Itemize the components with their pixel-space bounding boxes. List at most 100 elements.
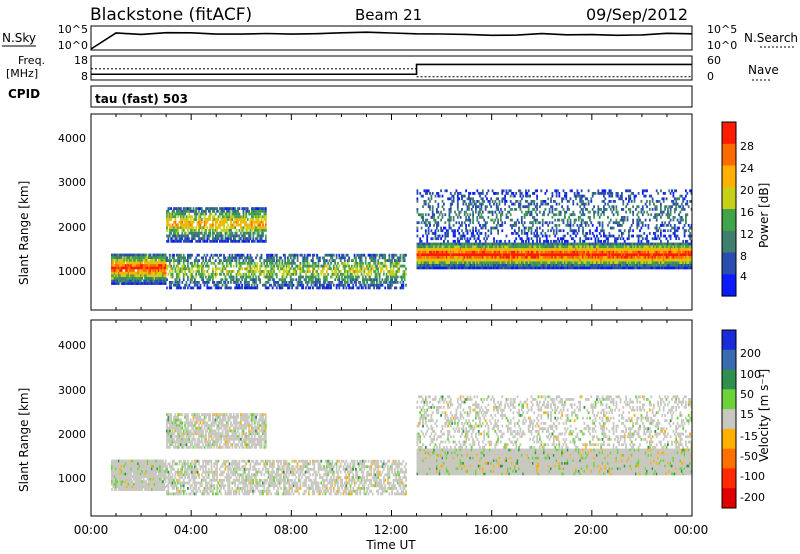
power-cell <box>497 258 499 262</box>
power-cell <box>175 278 178 282</box>
power-cell <box>465 261 467 264</box>
power-cell <box>203 223 206 227</box>
power-cell <box>580 247 583 251</box>
power-cell <box>189 275 192 279</box>
power-cell <box>487 242 490 246</box>
power-cell <box>224 259 227 262</box>
power-cell <box>381 264 384 268</box>
power-cell <box>166 259 168 262</box>
power-cell <box>552 242 555 246</box>
power-cell <box>144 256 146 259</box>
power-cell <box>452 258 455 262</box>
power-cell <box>310 275 313 279</box>
power-cell <box>306 256 309 260</box>
power-cell <box>626 253 629 256</box>
power-cell <box>644 250 647 254</box>
power-cell <box>669 245 672 249</box>
power-cell <box>175 272 178 276</box>
power-cell <box>678 263 680 267</box>
power-cell <box>157 264 160 267</box>
power-cell <box>275 286 278 290</box>
power-cell <box>515 232 518 235</box>
power-cell <box>235 275 238 279</box>
power-cell <box>262 270 264 273</box>
power-cell <box>657 245 659 249</box>
power-cell <box>373 278 375 282</box>
power-cell <box>640 245 643 249</box>
power-cell <box>672 242 675 246</box>
power-cell <box>182 226 185 230</box>
power-cell <box>367 264 370 268</box>
power-cell <box>228 275 231 279</box>
power-cell <box>604 266 607 270</box>
power-cell <box>601 266 604 270</box>
power-cell <box>511 250 513 254</box>
power-cell <box>145 258 148 262</box>
power-cell <box>614 247 616 251</box>
power-cell <box>130 276 133 280</box>
power-cell <box>484 205 487 209</box>
power-cell <box>512 266 515 270</box>
power-cell <box>252 239 255 243</box>
power-cell <box>122 271 124 275</box>
power-cell <box>374 283 377 287</box>
power-cell <box>633 263 636 267</box>
power-cell <box>422 247 424 251</box>
power-cell <box>443 250 445 254</box>
power-cell <box>667 245 669 249</box>
power-cell <box>203 212 206 216</box>
power-cell <box>498 250 501 254</box>
power-cell <box>673 242 676 246</box>
power-cell <box>235 212 238 216</box>
power-cell <box>216 209 218 213</box>
power-cell <box>378 283 381 287</box>
power-cell <box>278 256 281 260</box>
power-cell <box>146 264 149 267</box>
power-cell <box>641 253 644 256</box>
power-cell <box>300 286 303 290</box>
power-cell <box>580 266 583 270</box>
power-cell <box>260 256 263 260</box>
power-cell <box>685 266 687 270</box>
power-cell <box>417 247 420 251</box>
power-cell <box>309 275 312 279</box>
power-cell <box>462 200 465 203</box>
power-cell <box>651 242 654 246</box>
power-cell <box>609 263 612 267</box>
power-cell <box>487 189 490 193</box>
power-cell <box>149 282 152 285</box>
power-cell <box>216 226 218 230</box>
power-cell <box>228 218 231 221</box>
power-cell <box>431 250 434 254</box>
power-cell <box>623 253 626 256</box>
power-cell <box>133 261 135 265</box>
power-cell <box>484 253 487 256</box>
power-cell <box>363 253 366 257</box>
power-cell <box>575 261 577 264</box>
power-cell <box>630 245 633 249</box>
power-cell <box>498 202 501 206</box>
power-cell <box>391 270 393 273</box>
power-cell <box>153 256 156 259</box>
power-cell <box>195 281 198 284</box>
power-cell <box>493 261 495 264</box>
power-cell <box>512 247 515 251</box>
power-cell <box>658 242 661 246</box>
power-cell <box>189 261 192 265</box>
power-cell <box>604 255 607 259</box>
power-cell <box>509 245 512 249</box>
power-cell <box>314 283 317 287</box>
power-cell <box>458 213 461 217</box>
power-cell <box>456 192 459 195</box>
power-cell <box>353 256 356 260</box>
power-cell <box>458 245 461 249</box>
power-cell <box>225 261 228 265</box>
power-cell <box>430 266 433 270</box>
power-cell <box>192 281 195 284</box>
power-cell <box>519 247 522 251</box>
power-cell <box>257 229 260 232</box>
power-cell <box>134 261 137 265</box>
power-cell <box>456 216 459 219</box>
power-cell <box>116 279 119 283</box>
power-cell <box>668 253 671 256</box>
